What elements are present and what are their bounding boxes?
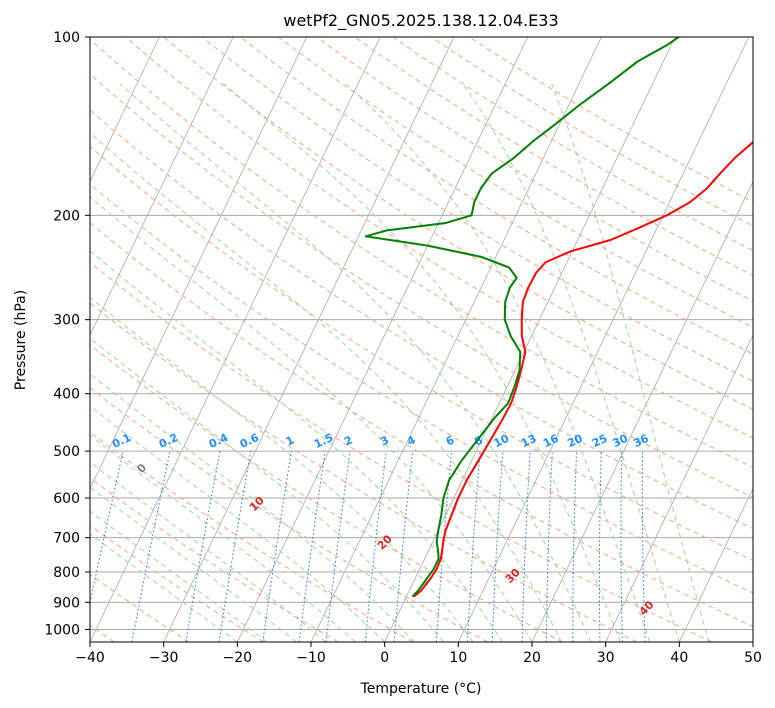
mixing-ratio-label: 10 — [492, 432, 512, 450]
dry-adiabat-line — [90, 387, 488, 642]
isotherm-line — [310, 37, 602, 642]
isotherm-line — [90, 37, 234, 336]
y-tick-label: 800 — [53, 565, 80, 581]
y-tick-label: 300 — [53, 313, 80, 329]
dry-adiabat-line — [163, 37, 753, 410]
chart-title: wetPf2_GN05.2025.138.12.04.E33 — [283, 11, 558, 31]
mixing-ratio-line — [298, 451, 326, 642]
y-tick-label: 200 — [53, 208, 80, 224]
isobar-lines — [90, 37, 753, 630]
isotherm-line — [236, 37, 529, 642]
dry-adiabat-line — [240, 37, 753, 355]
x-tick-label: −20 — [223, 650, 253, 666]
isotherm-line — [384, 37, 676, 642]
dry-adiabat-line — [201, 37, 753, 382]
mixing-ratio-line — [325, 451, 351, 642]
isotherm-line — [90, 37, 308, 490]
isotherm-line — [457, 37, 750, 642]
isotherm-line — [90, 37, 381, 642]
moist-adiabat-line — [551, 83, 710, 642]
moist-adiabat-line — [90, 132, 562, 642]
y-tick-label: 1000 — [44, 622, 80, 638]
dry-adiabat-line — [90, 109, 753, 530]
mixing-ratio-label: 20 — [565, 432, 585, 450]
moist-adiabat-line — [90, 337, 444, 642]
moist-adiabat-line — [90, 196, 533, 642]
isotherm-line — [90, 37, 160, 183]
y-axis-ticks: 100 200 300 400 500 600 700 800 900 1000 — [44, 30, 90, 638]
moist-adiabat-line — [90, 405, 386, 642]
y-tick-label: 400 — [53, 387, 80, 403]
x-tick-label: 50 — [744, 650, 762, 666]
y-tick-label: 600 — [53, 491, 80, 507]
mixing-ratio-line — [185, 451, 221, 642]
profile-series — [364, 37, 753, 598]
y-tick-label: 700 — [53, 531, 80, 547]
mixing-ratio-line — [218, 451, 252, 642]
x-tick-label: 10 — [449, 650, 467, 666]
dry-adiabat-lines — [90, 37, 753, 642]
x-tick-label: 20 — [523, 650, 541, 666]
mixing-ratio-line — [131, 450, 171, 642]
mixing-ratio-label: 16 — [541, 432, 561, 450]
dry-adiabat-line — [125, 37, 753, 439]
moist-adiabat-line — [345, 83, 651, 642]
dry-adiabat-line — [354, 37, 753, 277]
moist-adiabat-line — [223, 83, 621, 642]
x-tick-label: 30 — [597, 650, 615, 666]
dry-adiabat-line — [90, 344, 563, 642]
mixing-ratio-lines — [90, 450, 646, 642]
moist-adiabat-line — [90, 486, 297, 642]
dry-adiabat-line — [90, 38, 753, 468]
x-tick-label: −30 — [149, 650, 179, 666]
dry-adiabat-line — [90, 524, 264, 642]
temperature-series-line — [413, 140, 753, 598]
mixing-ratio-label: 13 — [519, 432, 538, 450]
dry-adiabat-line — [469, 37, 753, 203]
x-tick-label: 0 — [380, 650, 389, 666]
dry-adiabat-line — [90, 261, 712, 642]
y-tick-label: 900 — [53, 595, 80, 611]
mixing-ratio-label: 25 — [590, 432, 609, 450]
y-tick-label: 500 — [53, 444, 80, 460]
dewpoint-series-line — [364, 37, 680, 598]
x-axis-label: Temperature (°C) — [360, 681, 482, 697]
x-tick-label: −10 — [296, 650, 326, 666]
moist-adiabat-line — [462, 83, 680, 642]
isotherm-line — [605, 334, 753, 642]
x-axis-ticks: −40 −30 −20 −10 0 10 20 30 40 50 — [75, 642, 762, 666]
x-tick-label: 40 — [670, 650, 688, 666]
moist-adiabat-line — [119, 83, 592, 642]
mixing-ratio-label: 36 — [631, 432, 651, 450]
dry-adiabat-line — [90, 146, 753, 561]
dry-adiabat-line — [278, 37, 753, 328]
moist-adiabat-line — [90, 250, 503, 642]
dry-adiabat-line — [90, 73, 753, 499]
moist-adiabat-line — [90, 461, 327, 642]
dry-adiabat-line — [430, 37, 753, 227]
x-tick-label: −40 — [75, 650, 105, 666]
dry-adiabat-line — [90, 302, 638, 642]
dry-adiabat-line — [316, 37, 753, 302]
isotherm-line — [163, 37, 455, 642]
plot-frame — [89, 36, 754, 643]
dry-adiabat-line — [90, 222, 753, 628]
mixing-ratio-line — [262, 451, 292, 642]
plot-area: -100-90-80-70-60-50-40-30-20-10010203040… — [90, 37, 753, 642]
dry-adiabat-line — [90, 183, 753, 594]
moist-adiabat-line — [90, 434, 356, 642]
y-axis-label: Pressure (hPa) — [13, 290, 29, 390]
y-tick-label: 100 — [53, 30, 80, 46]
mixing-ratio-label: 30 — [611, 432, 631, 450]
isotherm-line — [678, 487, 753, 642]
moist-adiabat-lines — [90, 83, 710, 642]
